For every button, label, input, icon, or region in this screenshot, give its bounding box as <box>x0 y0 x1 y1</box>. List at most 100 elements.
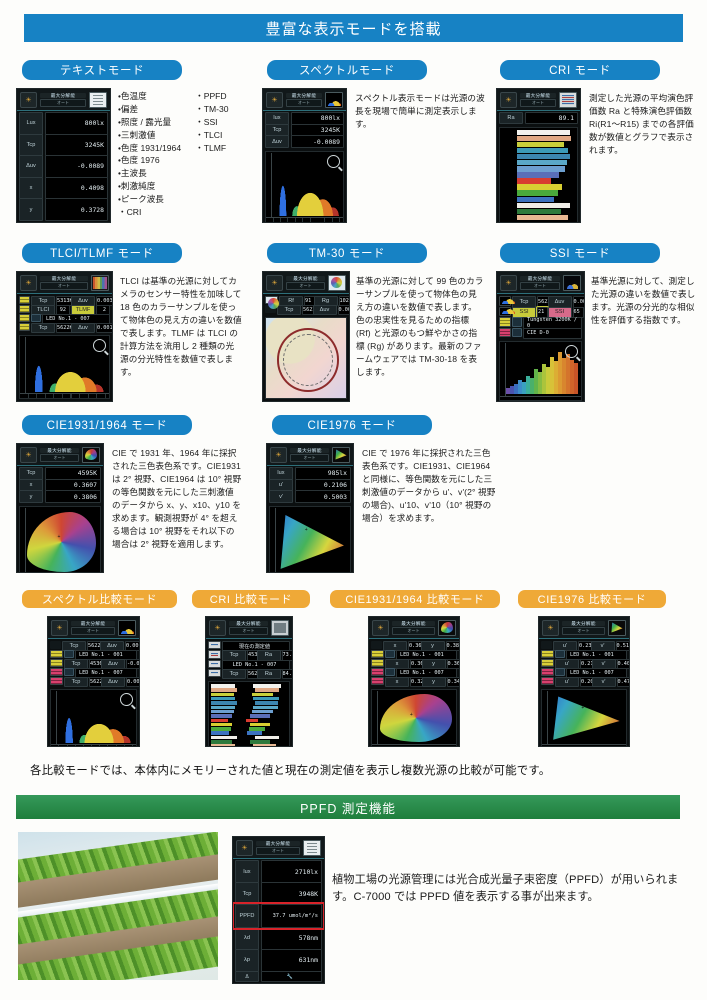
source-swatch <box>50 650 63 658</box>
device-mode-label: 最大分解能 オート <box>290 448 329 462</box>
device-screen-cie1976-compare: ☀ 最大分解能 オート u'0.2302 v'0.5139 LED No.1 -… <box>538 616 630 747</box>
device-rows: lux 800lx Tcp 3245K Δuv -0.0089 <box>263 111 346 149</box>
y-axis <box>377 691 379 745</box>
compare-title-spectrum: スペクトル比較モード <box>22 590 177 608</box>
document-icon <box>89 92 107 108</box>
device-row: lux 2710lx <box>235 860 322 884</box>
magnifier-icon[interactable] <box>327 155 340 168</box>
device-screen-spectrum: ☀ 最大分解能 オート lux 800lx Tcp 3245K Δuv -0.0089 <box>262 88 347 223</box>
source-checkbox[interactable] <box>385 668 395 676</box>
feature-list-left: ・色温度 ・偏差 ・照度 / 露光量 ・三刺激値 ・色度 1931/1964 ・… <box>118 90 181 219</box>
cri-bar-row <box>502 184 575 190</box>
mode-description-cri: 測定した光源の平均演色評価数 Ra と特殊演色評価数 Ri(R1～R15) まで… <box>589 93 694 156</box>
source-checkbox[interactable] <box>555 650 565 658</box>
source-swatch <box>19 323 30 331</box>
x-axis-ticks <box>266 217 343 222</box>
spectrum-compare-graph <box>50 689 137 746</box>
source-checkbox[interactable] <box>64 668 74 676</box>
x-axis <box>51 743 136 745</box>
device-row: LED No.1 - 007 <box>208 659 290 670</box>
spacer <box>265 305 276 313</box>
source-swatch <box>371 677 384 685</box>
mode-title-ssi-label: SSI モード <box>549 248 611 260</box>
source-checkbox[interactable] <box>385 650 395 658</box>
cri-bar-row <box>502 166 575 172</box>
brightness-icon: ☀ <box>20 92 37 108</box>
settings-icon[interactable]: 🔧 <box>261 971 322 983</box>
source-checkbox[interactable] <box>555 668 565 676</box>
cie-uv-icon <box>608 620 626 636</box>
spectrum-icon <box>118 620 136 636</box>
list-item: ・CRI <box>118 207 142 218</box>
device-row: Lux 800lx <box>19 112 108 135</box>
source-checkbox[interactable] <box>31 314 41 322</box>
source-checkbox[interactable] <box>512 327 522 337</box>
device-topbar: ☀ 最大分解能 オート <box>267 444 353 466</box>
source-checkbox[interactable] <box>512 317 522 327</box>
mode-title-text: テキストモード <box>22 60 182 80</box>
compare-title-cri-label: CRI 比較モード <box>209 594 293 606</box>
cri-bars-icon <box>559 92 577 108</box>
device-rows: Ra 89.1 <box>497 111 580 125</box>
brightness-icon: ☀ <box>20 447 37 463</box>
main-header-banner: 豊富な表示モードを搭載 <box>24 14 683 42</box>
cri-bar-row <box>502 130 575 136</box>
y-axis <box>25 337 27 395</box>
device-row: Tcp 4595K <box>19 467 101 480</box>
x-axis <box>266 216 343 218</box>
brightness-icon: ☀ <box>266 275 283 291</box>
y-axis <box>547 691 549 745</box>
device-row: LED No.1 - 007 <box>371 668 457 678</box>
device-footer-row: Δ 🔧 <box>235 971 322 983</box>
brightness-icon: ☀ <box>500 92 517 108</box>
list-item: ・三刺激値 <box>118 129 156 140</box>
device-row: x0.3644 y0.3621 <box>371 659 459 669</box>
cri-bar-row <box>502 172 575 178</box>
cri-bar-row <box>502 190 575 196</box>
y-axis <box>274 508 276 572</box>
magnifier-icon[interactable] <box>120 693 133 706</box>
compare-title-cri: CRI 比較モード <box>192 590 310 608</box>
ssi-bar-graph <box>499 341 582 401</box>
brightness-icon: ☀ <box>236 840 253 856</box>
device-row: Tungsten 3200K / 0 <box>499 317 582 329</box>
device-row: LED No.1 - 007 <box>19 314 110 324</box>
list-item: ・刺激純度 <box>118 181 156 192</box>
x-axis <box>372 743 456 745</box>
brightness-icon: ☀ <box>20 275 37 291</box>
device-topbar: ☀ 最大分解能 オート <box>263 89 346 111</box>
source-swatch <box>208 650 221 659</box>
device-row: LED No.1 - 001 <box>50 650 137 660</box>
device-mode-label: 最大分解能 オート <box>286 276 325 290</box>
source-swatch <box>208 641 221 650</box>
cri-bar-row <box>502 214 575 220</box>
magnifier-icon[interactable] <box>93 339 106 352</box>
device-row: SSI 21 SSI 65 <box>499 304 584 319</box>
uv-gamut <box>280 515 344 569</box>
brightness-icon: ☀ <box>266 92 283 108</box>
spectrum-curve <box>270 163 341 216</box>
ssi-bars-icon <box>563 275 581 291</box>
source-swatch <box>541 650 554 658</box>
device-screen-cie1931: ☀ 最大分解能 オート Tcp 4595K x 0.3607 y 0.3806 <box>16 443 104 573</box>
device-row: Tcp 3245K <box>265 123 344 137</box>
cri-bar-row <box>502 148 575 154</box>
compare-caption: 各比較モードでは、本体内にメモリーされた値と現在の測定値を表示し複数光源の比較が… <box>30 765 551 777</box>
source-checkbox[interactable] <box>64 650 74 658</box>
delta-icon[interactable]: Δ <box>235 971 259 983</box>
device-row: λp 631nm <box>235 948 322 973</box>
device-row: u' 0.2106 <box>269 478 351 492</box>
device-topbar: ☀ 最大分解能 オート <box>369 617 459 639</box>
magnifier-icon[interactable] <box>565 345 578 358</box>
device-row: x 0.3607 <box>19 478 101 492</box>
reference-swatch <box>499 327 511 337</box>
list-item: ・TLMF <box>195 142 227 153</box>
source-swatch <box>50 677 63 685</box>
brightness-icon: ☀ <box>500 275 517 291</box>
